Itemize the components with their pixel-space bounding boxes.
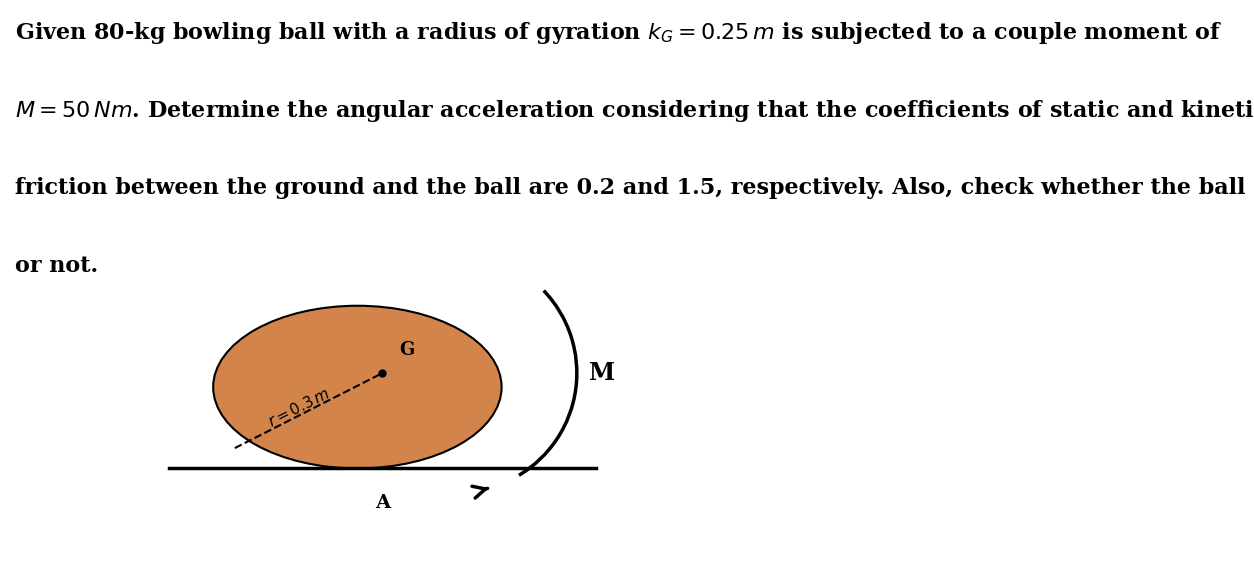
Text: friction between the ground and the ball are 0.2 and 1.5, respectively. Also, ch: friction between the ground and the ball… <box>15 177 1254 199</box>
Text: Given 80-kg bowling ball with a radius of gyration $k_G = 0.25\,m$ is subjected : Given 80-kg bowling ball with a radius o… <box>15 20 1221 45</box>
Text: G: G <box>399 341 414 359</box>
Text: $r = 0.3\,m$: $r = 0.3\,m$ <box>265 385 332 430</box>
Ellipse shape <box>213 306 502 468</box>
Text: or not.: or not. <box>15 255 98 277</box>
Text: A: A <box>375 494 390 512</box>
Text: $M = 50\,Nm$. Determine the angular acceleration considering that the coefficien: $M = 50\,Nm$. Determine the angular acce… <box>15 98 1254 124</box>
Text: M: M <box>589 361 616 385</box>
